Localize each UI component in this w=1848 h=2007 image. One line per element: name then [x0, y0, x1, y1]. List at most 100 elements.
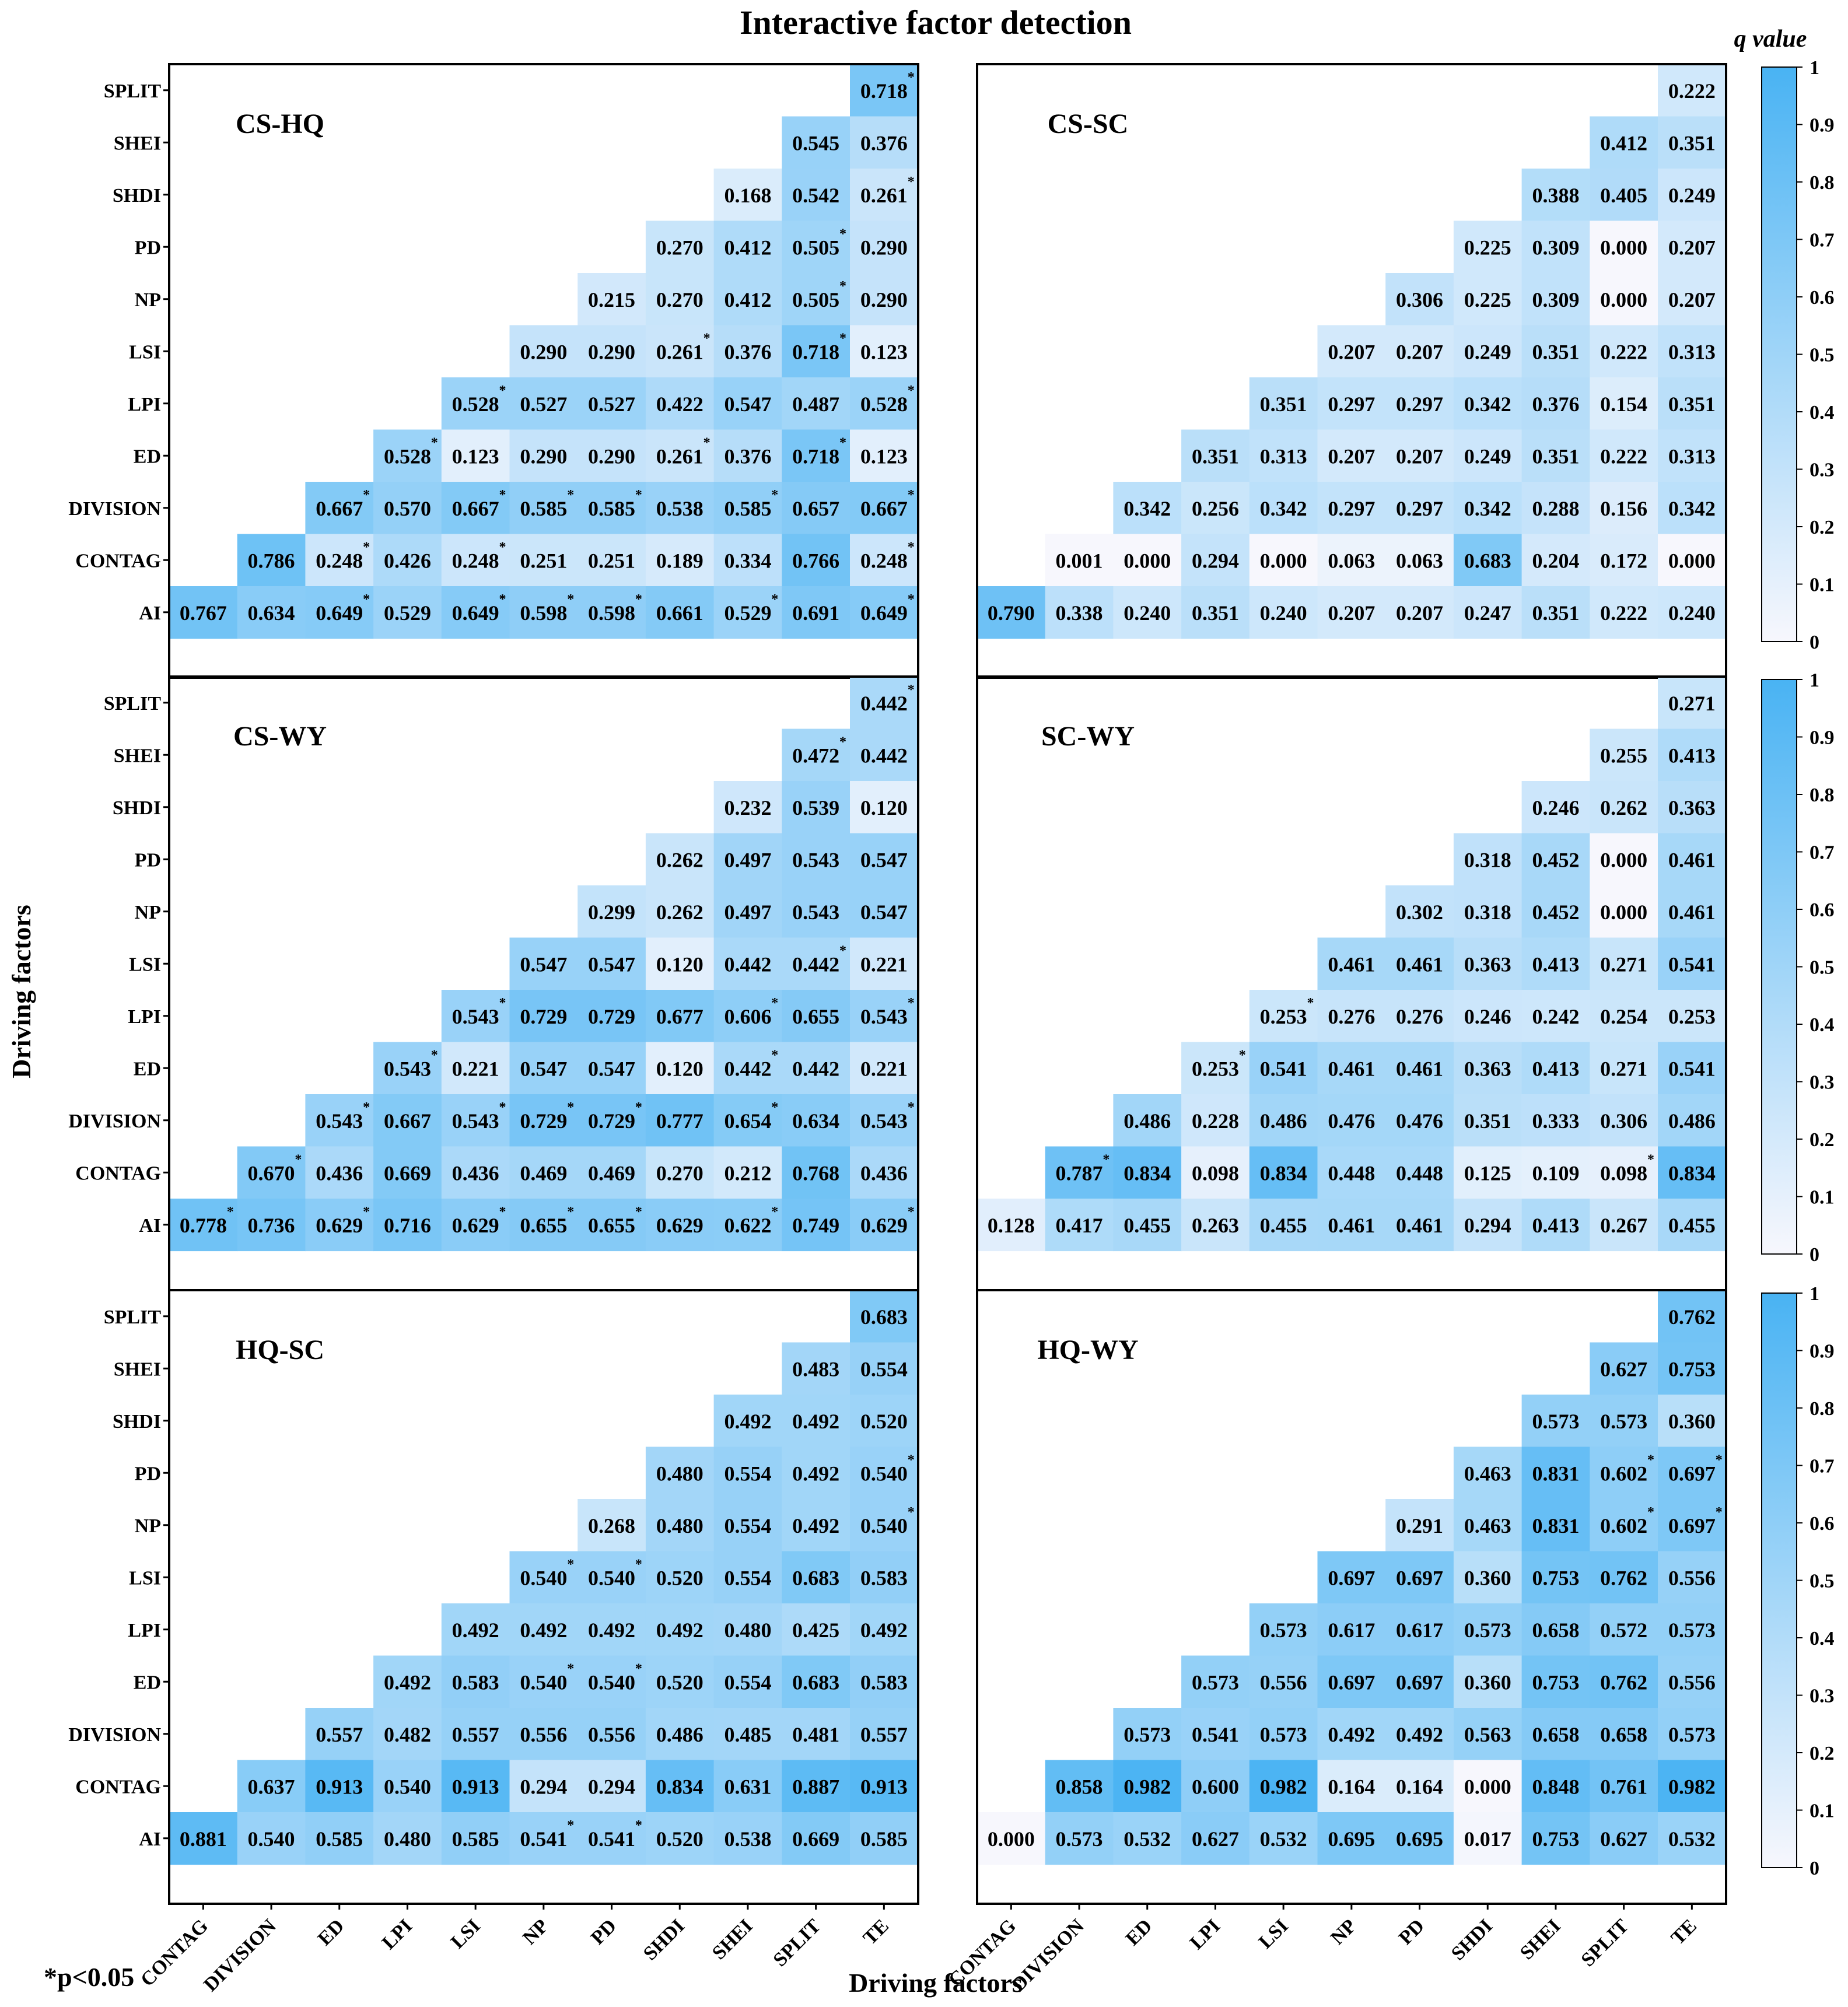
heatmap-cell	[1317, 1655, 1386, 1708]
cell-value-label: 0.766	[792, 549, 839, 572]
cell-value-label: 0.486	[1124, 1109, 1171, 1133]
heatmap-panel: 0.762 0.627 0.753 0.573 0.573 0.360 0.463 0.831…	[944, 1289, 1727, 1996]
cell-value-label: 0.543	[792, 848, 839, 871]
heatmap-cell	[1658, 482, 1727, 535]
heatmap-cell	[1658, 1094, 1727, 1147]
heatmap-cell	[1590, 1499, 1658, 1552]
x-tick-label: DIVISION	[200, 1915, 281, 1996]
heatmap-cell	[850, 1146, 919, 1199]
cell-value-label: 0.540	[384, 1775, 431, 1798]
colorbar-tick-label: 0.8	[1810, 784, 1835, 806]
heatmap-cell	[1181, 429, 1250, 482]
significance-footnote: *p<0.05	[44, 1962, 134, 1992]
cell-value-label: 0.913	[452, 1775, 499, 1798]
cell-value-label: 0.655	[520, 1214, 567, 1237]
heatmap-cell	[169, 1199, 238, 1252]
colorbar-tick-label: 0.3	[1810, 1072, 1835, 1094]
cell-value-label: 0.667	[860, 497, 908, 520]
y-tick-label: SHDI	[113, 797, 161, 819]
cell-value-label: 0.363	[1464, 952, 1511, 976]
heatmap-cell	[1249, 1655, 1318, 1708]
heatmap-cell	[850, 534, 919, 587]
heatmap-cell	[1658, 1551, 1727, 1604]
cell-value-label: 0.600	[1192, 1775, 1239, 1798]
heatmap-cell	[1658, 273, 1727, 326]
cell-value-label: 0.276	[1396, 1005, 1443, 1028]
cell-value-label: 0.469	[588, 1161, 635, 1185]
heatmap-cell	[1658, 1199, 1727, 1252]
x-tick-label: LSI	[447, 1915, 485, 1953]
cell-value-label: 0.253	[1192, 1057, 1239, 1080]
cell-value-label: 0.761	[1600, 1775, 1647, 1798]
heatmap-cell	[1658, 1146, 1727, 1199]
cell-value-label: 0.351	[1532, 340, 1579, 363]
cell-value-label: 0.556	[1260, 1670, 1307, 1694]
cell-value-label: 0.486	[656, 1723, 704, 1746]
cell-value-label: 0.649	[452, 601, 499, 625]
colorbar-label: q value	[1734, 26, 1807, 52]
heatmap-cell	[1385, 885, 1454, 938]
significance-marker: *	[839, 436, 846, 451]
colorbar: 0 0.1 0.2 0.3 0.4 0.5 0.6 0.7 0.8 0.9 1	[1761, 670, 1835, 1266]
y-axis-label: Driving factors	[6, 905, 36, 1078]
heatmap-cell	[1453, 1446, 1522, 1500]
heatmap-cell	[1658, 1446, 1727, 1500]
cell-value-label: 0.262	[656, 901, 704, 924]
heatmap-cell	[782, 1446, 850, 1500]
cell-value-label: 0.207	[1396, 444, 1443, 468]
heatmap-cell	[782, 937, 850, 990]
y-tick-label: ED	[134, 1672, 161, 1693]
cell-value-label: 0.262	[1600, 796, 1647, 819]
heatmap-cell	[1249, 1199, 1318, 1252]
heatmap-cell	[1453, 1655, 1522, 1708]
heatmap-cell	[1590, 116, 1658, 169]
cell-value-label: 0.017	[1464, 1827, 1511, 1851]
heatmap-cell	[1249, 429, 1318, 482]
cell-value-label: 0.207	[1396, 340, 1443, 363]
x-tick-label: LPI	[1186, 1915, 1224, 1953]
cell-value-label: 0.351	[1192, 601, 1239, 625]
heatmap-cell	[578, 1812, 646, 1865]
y-tick-label: ED	[134, 446, 161, 467]
x-axis-label: Driving factors	[849, 1968, 1023, 1998]
cell-value-label: 0.156	[1600, 497, 1647, 520]
heatmap-cell	[713, 1446, 782, 1500]
heatmap-cell	[850, 1760, 919, 1813]
heatmap-cell	[1590, 1760, 1658, 1813]
cell-value-label: 0.541	[1668, 1057, 1716, 1080]
heatmap-cell	[1045, 1146, 1114, 1199]
heatmap-cell	[1521, 586, 1590, 639]
cell-value-label: 0.342	[1668, 497, 1716, 520]
heatmap-cell	[1045, 1760, 1114, 1813]
heatmap-cell	[1658, 325, 1727, 378]
heatmap-cell	[1521, 1603, 1590, 1656]
heatmap-cell	[578, 1551, 646, 1604]
heatmap-cell	[1658, 377, 1727, 430]
cell-value-label: 0.204	[1532, 549, 1579, 572]
significance-marker: *	[567, 1204, 574, 1220]
cell-value-label: 0.123	[860, 340, 908, 363]
cell-value-label: 0.254	[1600, 1005, 1647, 1028]
heatmap-cell	[1521, 1395, 1590, 1448]
cell-value-label: 0.540	[248, 1827, 295, 1851]
heatmap-cell	[305, 1199, 374, 1252]
cell-value-label: 0.461	[1328, 1057, 1375, 1080]
colorbar-gradient	[1761, 1293, 1797, 1868]
cell-value-label: 0.634	[792, 1109, 839, 1133]
cell-value-label: 0.547	[520, 1057, 567, 1080]
cell-value-label: 0.749	[792, 1214, 839, 1237]
cell-value-label: 0.240	[1124, 601, 1171, 625]
heatmap-cell	[645, 1042, 715, 1095]
cell-value-label: 0.290	[860, 288, 908, 311]
heatmap-cell	[1181, 586, 1250, 639]
heatmap-cell	[1521, 377, 1590, 430]
cell-value-label: 0.729	[520, 1005, 567, 1028]
heatmap-cell	[1521, 885, 1590, 938]
heatmap-cell	[1658, 781, 1727, 834]
panel-title: HQ-SC	[236, 1335, 324, 1365]
panel-title: SC-WY	[1041, 721, 1135, 752]
cell-value-label: 0.541	[1260, 1057, 1307, 1080]
cell-value-label: 0.063	[1328, 549, 1375, 572]
heatmap-cell	[509, 534, 578, 587]
heatmap-cell	[850, 325, 919, 378]
